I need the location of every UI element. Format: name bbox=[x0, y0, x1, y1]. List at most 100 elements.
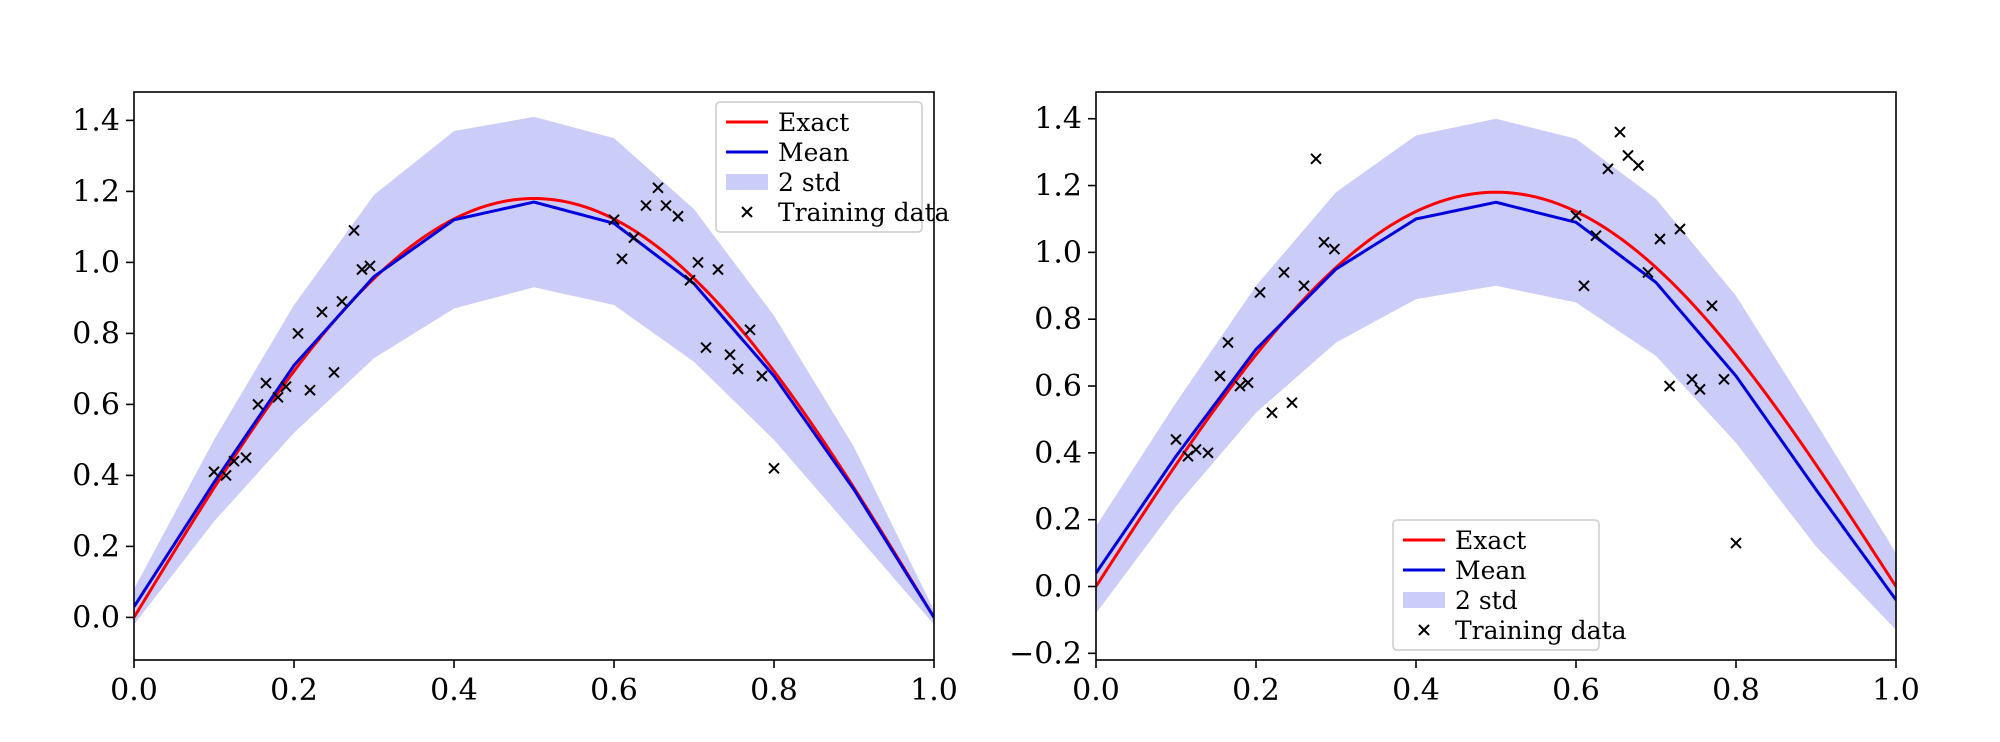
y-tick-label: 0.0 bbox=[1034, 569, 1082, 604]
training-point bbox=[316, 306, 328, 318]
training-point bbox=[1663, 380, 1676, 392]
x-tick-label: 0.8 bbox=[1712, 673, 1760, 708]
training-point bbox=[1214, 370, 1226, 382]
left-chart-panel: 0.0 0.2 0.4 0.6 0.8 1.0 0.0 0.2 0.4 0.6 0.8 1.0 1.2 1… bbox=[72, 91, 958, 708]
x-tick-label: 0.4 bbox=[430, 673, 478, 708]
training-point bbox=[304, 384, 316, 396]
legend-band-swatch bbox=[1403, 592, 1445, 608]
training-point bbox=[1570, 209, 1582, 222]
training-point bbox=[1328, 243, 1341, 255]
training-point bbox=[1578, 280, 1590, 292]
y-axis-ticks: −0.2 0.0 0.2 0.4 0.6 0.8 1.0 1.2 1.4 bbox=[1009, 102, 1096, 671]
y-tick-label: 0.0 bbox=[72, 600, 120, 635]
x-tick-label: 0.2 bbox=[1232, 673, 1280, 708]
training-point bbox=[724, 348, 736, 361]
training-point bbox=[1234, 380, 1246, 392]
training-point bbox=[1632, 159, 1645, 172]
y-tick-label: 1.4 bbox=[1034, 102, 1082, 137]
x-tick-label: 0.6 bbox=[1552, 673, 1600, 708]
y-axis-ticks: 0.0 0.2 0.4 0.6 0.8 1.0 1.2 1.4 bbox=[72, 103, 134, 635]
x-tick-label: 0.0 bbox=[110, 673, 158, 708]
training-point bbox=[1242, 376, 1254, 389]
training-point bbox=[608, 214, 620, 226]
training-point bbox=[228, 455, 240, 467]
legend-box bbox=[715, 101, 923, 233]
training-point bbox=[292, 327, 304, 340]
training-point bbox=[768, 462, 780, 475]
training-point bbox=[672, 210, 684, 222]
legend-label: Exact bbox=[1455, 526, 1526, 555]
training-point bbox=[1654, 233, 1666, 245]
training-point bbox=[208, 466, 220, 478]
y-tick-label: 0.8 bbox=[72, 316, 120, 351]
training-point bbox=[1602, 163, 1614, 175]
legend-band-swatch bbox=[726, 174, 768, 190]
training-point bbox=[1706, 300, 1718, 312]
training-point bbox=[356, 263, 368, 276]
mean-line bbox=[1096, 200, 1896, 601]
training-point bbox=[1730, 537, 1742, 549]
training-point bbox=[1310, 153, 1322, 165]
training-point bbox=[640, 199, 652, 212]
x-tick-label: 0.0 bbox=[1072, 673, 1120, 708]
training-point bbox=[1674, 223, 1686, 235]
training-point bbox=[1266, 407, 1278, 419]
training-point bbox=[260, 377, 272, 389]
training-point bbox=[252, 398, 264, 411]
legend-label: Mean bbox=[1455, 556, 1526, 585]
training-points bbox=[208, 182, 780, 482]
exact-line bbox=[134, 196, 934, 619]
training-point bbox=[1622, 149, 1634, 162]
training-points bbox=[1170, 126, 1742, 549]
training-point bbox=[1318, 236, 1330, 249]
training-point bbox=[684, 274, 696, 286]
y-tick-label: −0.2 bbox=[1009, 636, 1082, 671]
training-point bbox=[652, 182, 664, 194]
training-point bbox=[272, 391, 284, 404]
training-point bbox=[1278, 266, 1290, 279]
training-point bbox=[756, 370, 768, 382]
y-tick-label: 1.2 bbox=[1034, 169, 1082, 204]
std-band bbox=[1096, 118, 1896, 630]
axes-frame bbox=[1095, 91, 1897, 661]
legend-point-swatch bbox=[1418, 624, 1430, 636]
y-tick-label: 1.0 bbox=[72, 245, 120, 280]
x-axis-ticks: 0.0 0.2 0.4 0.6 0.8 1.0 bbox=[1072, 660, 1920, 708]
axes-frame bbox=[133, 91, 935, 661]
y-tick-label: 0.4 bbox=[72, 458, 120, 493]
x-tick-label: 0.4 bbox=[1392, 673, 1440, 708]
y-tick-label: 1.2 bbox=[72, 174, 120, 209]
training-point bbox=[1686, 373, 1698, 386]
y-tick-label: 1.4 bbox=[72, 103, 120, 138]
training-point bbox=[700, 341, 712, 354]
training-point bbox=[364, 260, 376, 272]
training-point bbox=[1298, 280, 1310, 292]
training-point bbox=[1590, 229, 1602, 242]
training-point bbox=[1694, 383, 1706, 396]
y-tick-label: 0.6 bbox=[1034, 369, 1082, 404]
legend-box bbox=[1392, 519, 1600, 651]
legend-label: 2 std bbox=[1455, 586, 1518, 615]
training-point bbox=[280, 380, 292, 393]
training-point bbox=[328, 366, 340, 379]
training-point bbox=[1286, 397, 1298, 409]
training-point bbox=[1170, 433, 1182, 446]
y-tick-label: 0.2 bbox=[72, 529, 120, 564]
y-tick-label: 0.6 bbox=[72, 387, 120, 422]
y-tick-label: 1.0 bbox=[1034, 235, 1082, 270]
training-point bbox=[1190, 443, 1202, 456]
mean-line bbox=[134, 200, 934, 619]
training-point bbox=[1718, 373, 1730, 386]
x-tick-label: 0.6 bbox=[590, 673, 638, 708]
training-point bbox=[616, 253, 628, 265]
training-point bbox=[692, 256, 704, 269]
training-point bbox=[348, 224, 360, 237]
training-point bbox=[336, 295, 348, 308]
training-point bbox=[732, 363, 744, 375]
legend-label: Training data bbox=[778, 198, 950, 227]
legend-label: 2 std bbox=[778, 168, 841, 197]
training-point bbox=[240, 451, 252, 464]
